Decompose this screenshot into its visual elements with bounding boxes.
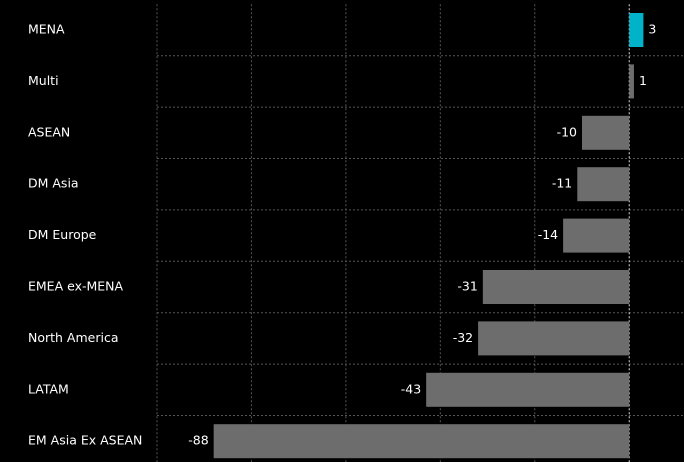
- data-label: -43: [401, 381, 421, 396]
- bar: [563, 218, 630, 253]
- data-label: -10: [557, 124, 577, 139]
- category-label: LATAM: [28, 381, 69, 396]
- data-label: -32: [453, 330, 473, 345]
- bar: [577, 167, 630, 202]
- data-label: -88: [188, 433, 208, 448]
- category-label: Multi: [28, 73, 59, 88]
- category-label: MENA: [28, 22, 65, 37]
- data-label: -14: [538, 227, 558, 242]
- bar: [213, 424, 630, 459]
- data-label: 3: [648, 22, 656, 37]
- category-label: DM Asia: [28, 176, 79, 191]
- category-label: EMEA ex-MENA: [28, 279, 124, 294]
- bar: [582, 115, 630, 150]
- data-label: -11: [552, 176, 572, 191]
- data-label: 1: [639, 73, 647, 88]
- bar: [629, 13, 644, 47]
- bar: [478, 321, 630, 356]
- category-label: ASEAN: [28, 124, 70, 139]
- bar: [629, 64, 634, 99]
- data-label: -31: [457, 279, 477, 294]
- bar: [482, 270, 630, 304]
- category-label: EM Asia Ex ASEAN: [28, 433, 142, 448]
- bar: [426, 372, 630, 407]
- category-label: DM Europe: [28, 227, 97, 242]
- category-label: North America: [28, 330, 119, 345]
